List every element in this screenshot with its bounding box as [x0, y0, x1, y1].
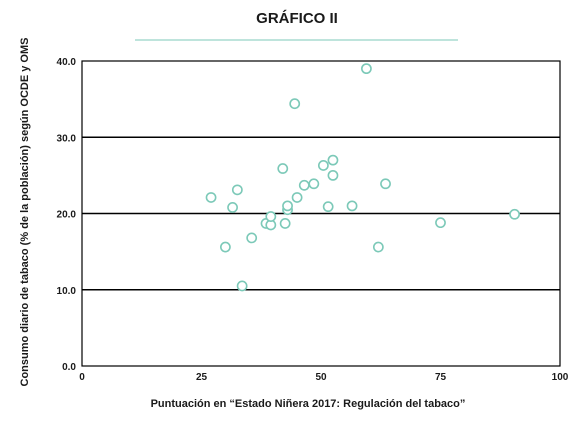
y-tick-label: 0.0 [62, 362, 76, 373]
data-point [205, 192, 217, 203]
data-point [372, 241, 384, 253]
data-point [291, 192, 303, 203]
y-tick-label: 40.0 [57, 57, 77, 68]
x-tick-label: 75 [435, 372, 447, 383]
data-point [282, 200, 293, 212]
data-point [227, 201, 238, 213]
x-tick-label: 50 [315, 372, 327, 383]
data-point [346, 200, 358, 212]
y-tick-label: 10.0 [57, 286, 77, 297]
data-point [435, 217, 446, 229]
data-point [279, 218, 291, 229]
x-tick-label: 100 [552, 372, 569, 383]
grid [81, 60, 561, 367]
data-point [289, 98, 301, 110]
data-point [219, 241, 231, 253]
data-point [509, 208, 520, 220]
data-point [327, 169, 339, 181]
chart-title: GRÁFICO II [256, 10, 338, 27]
data-point [246, 232, 258, 244]
y-tick-label: 20.0 [57, 210, 77, 221]
x-tick-labels: 0 25 50 75 100 [79, 372, 569, 383]
data-points [205, 63, 520, 292]
data-point [361, 63, 372, 75]
data-point [327, 154, 339, 166]
data-point [308, 178, 320, 190]
data-point [317, 160, 329, 171]
x-axis-label: Puntuación en “Estado Niñera 2017: Regul… [151, 398, 466, 410]
data-point [322, 201, 334, 213]
x-tick-label: 0 [79, 372, 85, 383]
data-point [265, 211, 277, 222]
data-point [231, 184, 243, 196]
data-point [277, 163, 289, 174]
y-tick-label: 30.0 [57, 133, 77, 144]
y-axis-label: Consumo diario de tabaco (% de la poblac… [19, 38, 31, 387]
y-tick-labels: 0.0 10.0 20.0 30.0 40.0 [57, 57, 77, 373]
data-point [236, 280, 248, 292]
data-point [298, 179, 310, 191]
data-point [380, 178, 391, 190]
x-tick-label: 25 [196, 372, 208, 383]
